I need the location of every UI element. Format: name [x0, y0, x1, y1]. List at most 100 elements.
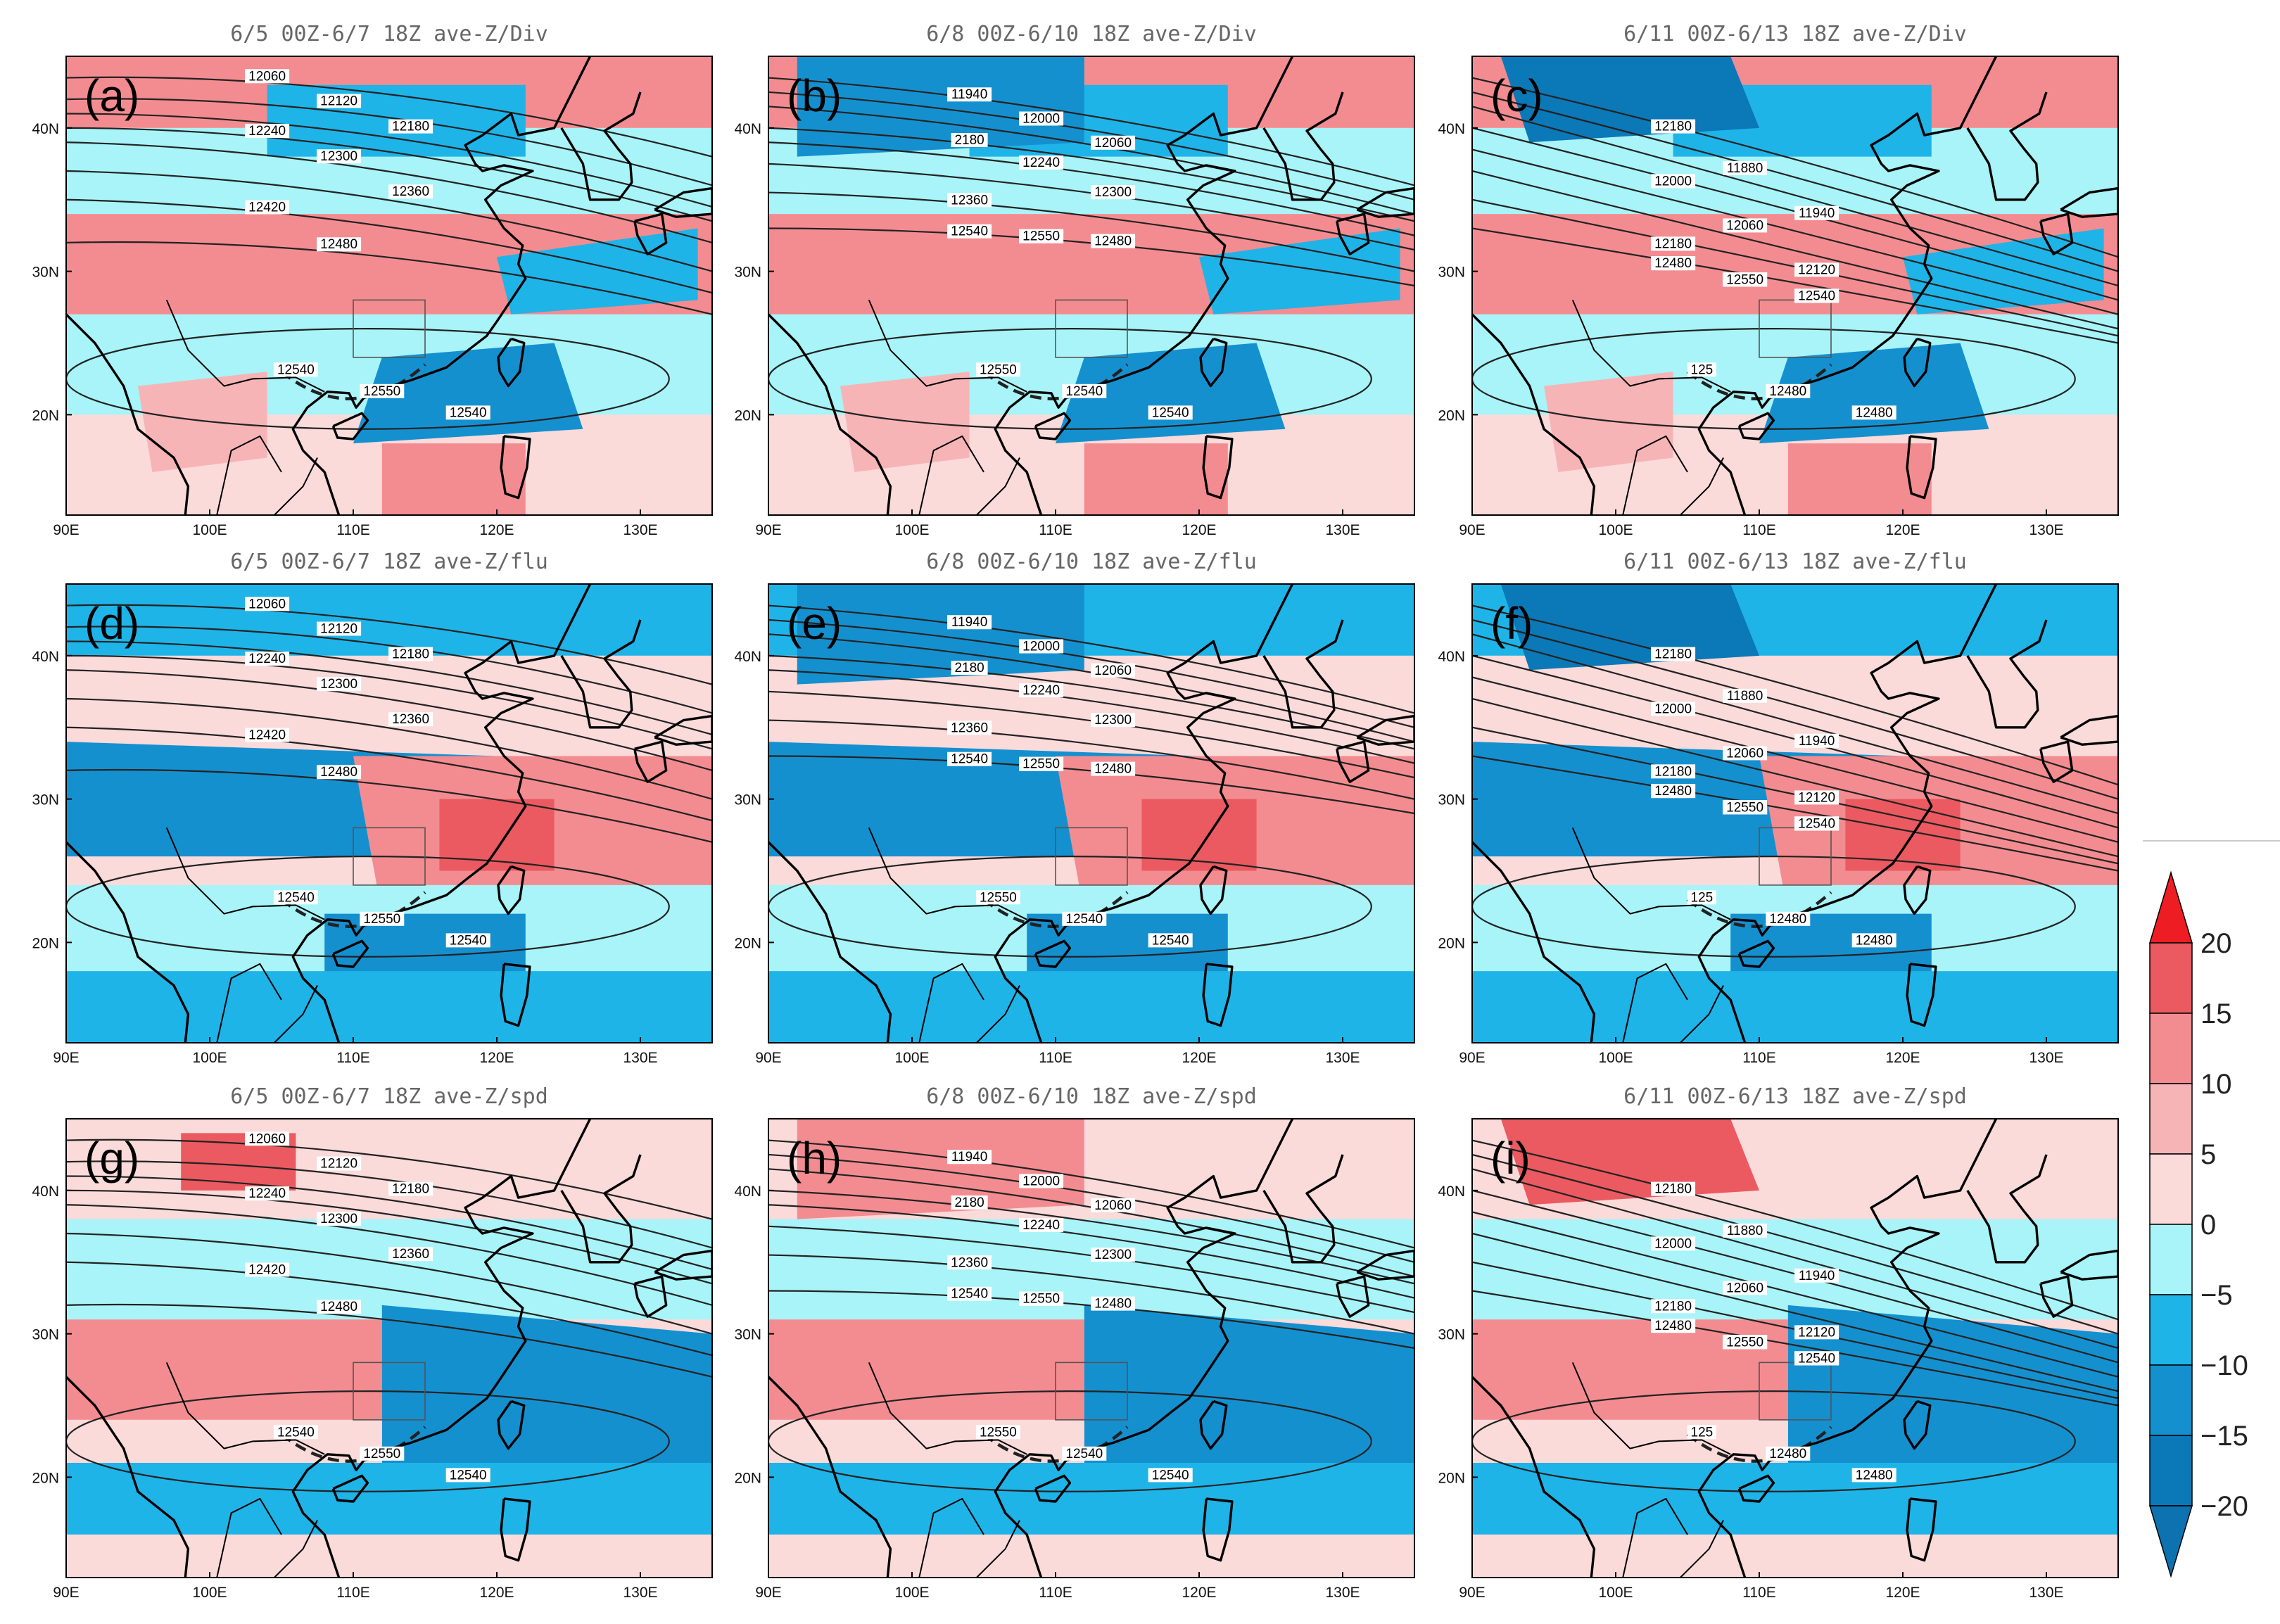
- lon-tick-label: 110E: [1039, 1050, 1072, 1066]
- contour-label-bg: [975, 362, 1020, 377]
- contour-line: [66, 726, 712, 822]
- contour-label: 12550: [1726, 800, 1763, 815]
- contour-label-bg: [1062, 1446, 1107, 1461]
- contour-label-bg: [1651, 784, 1696, 799]
- contour-label-bg: [273, 1425, 318, 1440]
- shading-patch: [1787, 443, 1932, 515]
- contour-label: 11880: [1727, 689, 1763, 704]
- coastline: [1472, 313, 1596, 515]
- lon-tick-label: 100E: [894, 1050, 929, 1066]
- lon-tick-label: 110E: [336, 1050, 370, 1066]
- coastline: [1903, 1400, 1932, 1450]
- lon-tick-label: 120E: [1182, 1050, 1216, 1066]
- country-border: [976, 457, 1020, 515]
- coastline: [1356, 1249, 1414, 1281]
- coastline: [1262, 619, 1344, 729]
- map-area: 1218011880119401200012060121201218012300…: [1438, 583, 2119, 1066]
- contour-label: 12480: [1094, 762, 1132, 777]
- contour-line: [1472, 1232, 2118, 1393]
- country-border: [1622, 435, 1688, 515]
- lat-tick-label: 20N: [32, 407, 59, 424]
- lat-tick-label: 40N: [32, 649, 59, 665]
- coastline: [1262, 91, 1344, 201]
- contour-label-bg: [388, 647, 433, 661]
- contour-line: [768, 1225, 1414, 1314]
- coastline: [1966, 1154, 2048, 1264]
- lon-tick-label: 130E: [1325, 1050, 1360, 1066]
- colorbar-label: −10: [2200, 1350, 2248, 1381]
- contour-label: 12550: [1726, 1335, 1763, 1350]
- contour-label-bg: [947, 1150, 992, 1165]
- contour-label: 12550: [980, 1425, 1017, 1440]
- map-area: 1218011880119401200012060121201218012300…: [1438, 1118, 2119, 1601]
- map-frame: [65, 583, 713, 1043]
- shading-patch: [66, 584, 712, 656]
- shading-patch: [1472, 655, 2118, 742]
- coastline: [1199, 1400, 1228, 1450]
- contour-label: 12540: [951, 1287, 988, 1302]
- lat-tick-label: 40N: [734, 1184, 761, 1200]
- shading-patch: [1472, 1463, 2118, 1535]
- lon-tick-label: 130E: [2029, 522, 2063, 538]
- contour-line: [1472, 697, 2118, 858]
- coastline: [1906, 963, 1937, 1027]
- coastline: [291, 56, 592, 515]
- panel-a: 6/5 00Z-6/7 18Z ave-Z/Div 12060 12120 12180…: [32, 22, 713, 538]
- lon-tick-label: 110E: [1742, 1585, 1776, 1601]
- contour-line: [1472, 148, 2118, 315]
- coastline: [497, 1400, 526, 1450]
- contour-label-bg: [1091, 1248, 1136, 1262]
- contour-line: [768, 604, 1414, 714]
- shading-patch: [1472, 971, 2118, 1043]
- contour-label-bg: [1794, 288, 1839, 303]
- shading-patch: [1903, 228, 2104, 315]
- contour-label: 12420: [248, 1262, 286, 1277]
- coastline: [1336, 212, 1370, 255]
- lon-tick-label: 90E: [53, 522, 79, 538]
- panel-title: 6/8 00Z-6/10 18Z ave-Z/flu: [926, 550, 1257, 574]
- contour-label: 12540: [1152, 933, 1189, 948]
- contour-label-bg: [951, 133, 988, 148]
- coastlines: [768, 1119, 1414, 1578]
- colorbar-segment: [2149, 1364, 2193, 1436]
- contour-line: [66, 1138, 712, 1220]
- coastline: [331, 939, 369, 968]
- contour-label: 12480: [320, 1300, 357, 1314]
- contour-line: [66, 98, 712, 186]
- contour-line: [768, 719, 1414, 800]
- contour-label-bg: [245, 1131, 290, 1146]
- panel-title: 6/5 00Z-6/7 18Z ave-Z/spd: [230, 1084, 548, 1109]
- contour-label: 12300: [320, 149, 357, 164]
- coastline: [994, 56, 1294, 515]
- contour-line: [1472, 726, 2118, 865]
- coastline: [654, 714, 712, 746]
- lat-tick-label: 40N: [734, 649, 761, 665]
- contour-label-bg: [1723, 1335, 1768, 1350]
- contour-line: [768, 163, 1414, 251]
- contour-line: [66, 1232, 712, 1335]
- lat-tick-label: 30N: [32, 1327, 59, 1343]
- height-contours: [66, 1138, 712, 1492]
- colorbar-segment: [2149, 1435, 2193, 1506]
- contour-label: 12180: [392, 120, 429, 134]
- coastlines: [66, 584, 712, 1043]
- contour-label: 12060: [1726, 1281, 1763, 1295]
- contour-label-bg: [1651, 236, 1696, 251]
- contour-line: [1472, 91, 2118, 272]
- coastline: [1697, 1119, 1998, 1578]
- study-box: [1055, 299, 1128, 358]
- map-frame: [768, 56, 1415, 516]
- lon-tick-label: 100E: [1598, 1585, 1633, 1601]
- panel-title: 6/11 00Z-6/13 18Z ave-Z/Div: [1623, 22, 1967, 46]
- coastline: [1199, 337, 1228, 388]
- lon-tick-label: 130E: [623, 1050, 657, 1066]
- height-contours: [1472, 77, 2118, 430]
- lon-tick-label: 110E: [1039, 1585, 1072, 1601]
- contour-line: [1472, 1139, 2118, 1321]
- panel-label: (i): [1490, 1133, 1531, 1184]
- map-frame: [1471, 583, 2119, 1043]
- contour-line: [1472, 1153, 2118, 1335]
- lon-tick-label: 130E: [1325, 1585, 1360, 1601]
- country-border: [1680, 457, 1724, 515]
- contour-line: [768, 618, 1414, 728]
